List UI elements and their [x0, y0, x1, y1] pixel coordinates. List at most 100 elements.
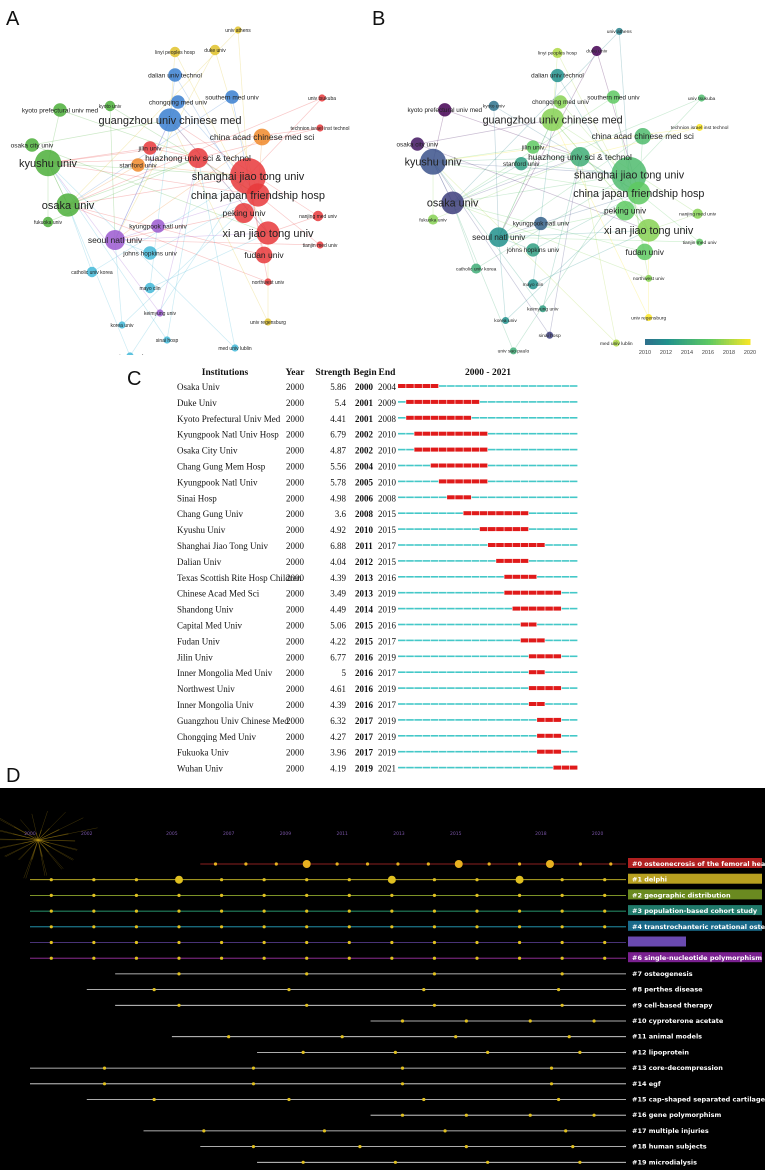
- baseline-segment: [504, 401, 512, 403]
- network-node-label: kyungpook natl univ: [513, 221, 570, 228]
- network-node-label: fukuoka univ: [419, 217, 447, 223]
- baseline-segment: [545, 576, 553, 578]
- baseline-segment: [496, 448, 504, 451]
- cluster-node: [49, 909, 53, 913]
- baseline-segment: [512, 480, 521, 483]
- baseline-segment: [496, 607, 504, 610]
- baseline-segment: [414, 607, 422, 610]
- cluster-label: #18 human subjects: [632, 1143, 707, 1151]
- cluster-node: [347, 909, 351, 913]
- baseline-segment: [471, 576, 480, 578]
- burst-segment: [430, 399, 439, 404]
- background-link: [0, 829, 39, 841]
- baseline-segment: [512, 719, 521, 721]
- baseline-segment: [463, 385, 472, 387]
- row-strength: 4.61: [330, 684, 346, 694]
- network-node-label: chongqing med univ: [149, 99, 208, 106]
- baseline-segment: [496, 735, 504, 737]
- row-begin: 2017: [355, 732, 374, 742]
- cluster-node: [177, 893, 181, 897]
- column-header-year: Year: [286, 368, 306, 378]
- colorbar-segment: [744, 339, 748, 345]
- cluster-node: [571, 1145, 575, 1149]
- column-header-begin: Begin: [353, 368, 377, 378]
- network-node: [188, 148, 208, 168]
- cluster-node: [177, 909, 181, 913]
- cluster-node: [432, 940, 437, 945]
- network-node: [143, 246, 157, 260]
- burst-segment: [406, 415, 414, 420]
- network-node-label: nanjing med univ: [299, 214, 337, 220]
- burst-segment: [422, 447, 431, 452]
- cluster-node: [134, 940, 139, 945]
- baseline-segment: [569, 655, 578, 658]
- cluster-label: #17 multiple injuries: [632, 1127, 709, 1135]
- burst-row: Inner Mongolia Med Univ 2000 5 2016 2017: [177, 668, 578, 678]
- baseline-segment: [422, 766, 431, 769]
- baseline-segment: [422, 512, 431, 514]
- network-edge: [197, 157, 236, 349]
- cluster-node: [560, 956, 564, 960]
- row-begin: 2013: [355, 573, 374, 583]
- network-node-label: osaka univ: [427, 198, 479, 210]
- background-link: [0, 817, 39, 841]
- baseline-segment: [422, 687, 431, 689]
- baseline-segment: [398, 576, 406, 578]
- cluster-node: [486, 1050, 490, 1054]
- baseline-segment: [406, 480, 414, 483]
- row-strength: 3.6: [335, 509, 347, 519]
- network-edge: [579, 156, 617, 344]
- cluster-node: [177, 1003, 181, 1007]
- network-node: [255, 246, 273, 264]
- row-end: 2010: [378, 430, 397, 440]
- baseline-segment: [463, 639, 472, 642]
- network-node-label: technion israel inst technol: [671, 125, 729, 131]
- baseline-segment: [438, 512, 447, 514]
- cluster-label: #19 microdialysis: [632, 1158, 697, 1166]
- row-begin: 2002: [355, 446, 374, 456]
- cluster-node: [177, 925, 181, 929]
- baseline-segment: [488, 496, 496, 499]
- burst-segment: [406, 399, 414, 404]
- network-node-label: peking univ: [222, 208, 266, 218]
- burst-segment: [553, 606, 562, 611]
- network-node: [637, 218, 661, 242]
- row-year: 2000: [286, 382, 305, 392]
- baseline-segment: [512, 655, 521, 658]
- colorbar-segment: [708, 339, 712, 345]
- baseline-segment: [479, 560, 488, 562]
- network-node-label: univ sao paulo: [114, 354, 146, 355]
- row-begin: 2017: [355, 716, 374, 726]
- baseline-segment: [463, 560, 472, 562]
- cluster-node: [393, 1160, 398, 1164]
- burst-segment: [512, 574, 521, 579]
- row-end: 2015: [378, 509, 397, 519]
- cluster-node: [396, 862, 400, 866]
- background-link: [0, 839, 39, 849]
- cluster-node: [177, 956, 181, 960]
- baseline-segment: [414, 639, 422, 642]
- network-node: [156, 309, 164, 317]
- network-node: [526, 140, 540, 154]
- cluster-node: [305, 878, 309, 882]
- burst-segment: [504, 590, 512, 595]
- cluster-track: #15 cap-shaped separated cartilage: [86, 1096, 765, 1104]
- baseline-segment: [398, 607, 406, 610]
- baseline-segment: [553, 576, 562, 578]
- burst-segment: [479, 511, 488, 516]
- background-link: [37, 839, 51, 847]
- network-node-label: seoul natl univ: [88, 235, 143, 245]
- baseline-segment: [561, 639, 570, 642]
- baseline-segment: [447, 528, 455, 530]
- network-edge: [532, 230, 649, 285]
- baseline-segment: [504, 385, 512, 387]
- network-edge: [67, 175, 249, 206]
- burst-segment: [512, 511, 521, 516]
- baseline-segment: [545, 417, 553, 419]
- baseline-segment: [479, 639, 488, 642]
- row-strength: 5.06: [330, 621, 346, 631]
- baseline-segment: [471, 655, 480, 658]
- burst-segment: [438, 447, 447, 452]
- baseline-segment: [545, 639, 553, 642]
- network-node: [168, 68, 182, 82]
